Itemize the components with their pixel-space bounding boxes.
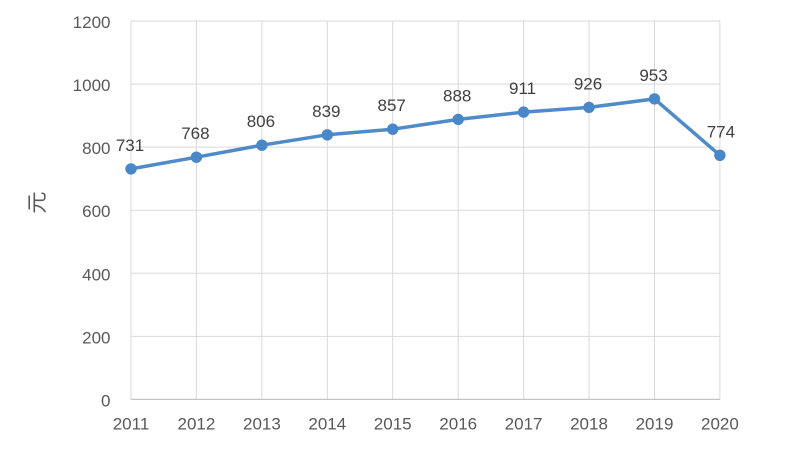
- svg-text:1000: 1000: [73, 76, 111, 95]
- svg-text:2019: 2019: [636, 415, 674, 434]
- svg-text:2017: 2017: [505, 415, 543, 434]
- svg-text:2013: 2013: [243, 415, 281, 434]
- svg-text:731: 731: [116, 136, 144, 155]
- svg-text:774: 774: [707, 122, 735, 141]
- svg-text:2018: 2018: [570, 415, 608, 434]
- svg-text:0: 0: [101, 391, 110, 410]
- svg-text:800: 800: [82, 139, 110, 158]
- svg-text:2012: 2012: [177, 415, 215, 434]
- svg-text:2011: 2011: [113, 415, 150, 434]
- svg-text:888: 888: [443, 86, 471, 105]
- svg-text:857: 857: [378, 96, 406, 115]
- svg-text:2016: 2016: [439, 415, 477, 434]
- svg-text:200: 200: [82, 328, 110, 347]
- svg-text:400: 400: [82, 265, 110, 284]
- svg-text:839: 839: [312, 102, 340, 121]
- svg-text:953: 953: [639, 66, 667, 85]
- svg-text:926: 926: [574, 74, 602, 93]
- svg-text:600: 600: [82, 202, 110, 221]
- svg-text:1200: 1200: [73, 13, 111, 32]
- svg-text:806: 806: [247, 112, 275, 131]
- svg-text:2015: 2015: [374, 415, 412, 434]
- svg-text:768: 768: [181, 124, 209, 143]
- svg-text:2020: 2020: [701, 415, 739, 434]
- svg-text:2014: 2014: [308, 415, 346, 434]
- svg-text:911: 911: [509, 79, 536, 98]
